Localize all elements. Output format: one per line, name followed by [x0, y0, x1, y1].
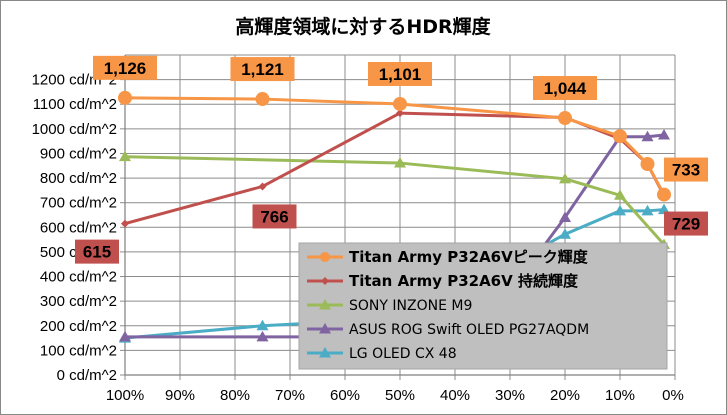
data-point — [118, 90, 132, 105]
x-tick-label: 100% — [106, 387, 144, 404]
data-label-box — [533, 76, 597, 101]
legend-item: Titan Army P32A6V 持続輝度 — [307, 272, 579, 290]
data-label: 1,101 — [379, 65, 422, 84]
data-labels: 1,126 1,121 1,101 1,044 733 615 766 729 — [75, 55, 708, 264]
x-tick-label: 20% — [550, 387, 580, 404]
data-label: 733 — [672, 161, 700, 180]
data-point — [640, 157, 655, 172]
legend-label: ASUS ROG Swift OLED PG27AQDM — [349, 322, 589, 338]
data-point — [396, 109, 404, 118]
series-line — [124, 208, 665, 340]
data-point — [658, 203, 670, 215]
x-tick-label: 30% — [495, 387, 525, 404]
legend-item: Titan Army P32A6Vピーク輝度 — [307, 248, 589, 266]
x-tick-label: 70% — [275, 387, 305, 404]
data-point — [657, 187, 671, 202]
y-tick-label: 800 cd/m^2 — [40, 170, 117, 187]
data-point — [641, 204, 654, 216]
legend-label: Titan Army P32A6V 持続輝度 — [349, 272, 579, 290]
series-0 — [118, 90, 671, 202]
data-label-box — [93, 55, 157, 80]
legend-label: LG OLED CX 48 — [349, 346, 457, 362]
data-point — [558, 111, 572, 126]
data-label: 766 — [260, 207, 288, 226]
series-line — [125, 133, 665, 339]
legend: Titan Army P32A6Vピーク輝度 Titan Army P32A6V … — [298, 242, 668, 370]
x-tick-label: 80% — [220, 387, 250, 404]
data-point — [319, 347, 331, 358]
data-label-box — [368, 61, 432, 86]
axes: 0 cd/m^2 100 cd/m^2 200 cd/m^2 300 cd/m^2 40… — [32, 55, 684, 404]
x-tick-label: 0% — [662, 387, 684, 404]
data-point — [394, 157, 406, 168]
y-tick-label: 100 cd/m^2 — [40, 342, 117, 359]
legend-label: SONY INZONE M9 — [349, 298, 472, 314]
y-tick-label: 400 cd/m^2 — [40, 269, 117, 286]
y-tick-label: 900 cd/m^2 — [40, 145, 117, 162]
legend-item: SONY INZONE M9 — [307, 298, 472, 314]
data-point — [319, 299, 331, 310]
data-label: 615 — [83, 243, 111, 262]
data-label: 1,126 — [104, 59, 147, 78]
data-label-box — [664, 157, 708, 182]
data-point — [119, 330, 131, 342]
data-point — [256, 319, 269, 331]
data-point — [255, 92, 270, 107]
data-label-box — [75, 239, 119, 264]
legend-item: ASUS ROG Swift OLED PG27AQDM — [307, 322, 589, 338]
data-point — [559, 211, 571, 222]
x-tick-label: 60% — [330, 387, 360, 404]
data-point — [256, 330, 269, 342]
x-tick-label: 90% — [165, 387, 195, 404]
data-label: 1,121 — [241, 60, 284, 79]
data-point — [613, 129, 627, 144]
y-tick-label: 200 cd/m^2 — [40, 318, 117, 335]
data-point — [614, 189, 626, 200]
chart-title: 高輝度領域に対するHDR輝度 — [235, 15, 491, 38]
x-tick-label: 40% — [440, 387, 470, 404]
series-4 — [119, 203, 670, 343]
y-tick-label: 0 cd/m^2 — [57, 367, 117, 384]
data-point — [119, 150, 131, 162]
data-point — [320, 252, 330, 262]
data-point — [559, 228, 571, 239]
legend-box — [298, 242, 668, 370]
data-point — [658, 129, 670, 140]
data-label-box — [664, 211, 708, 236]
data-label: 729 — [672, 215, 700, 234]
y-tick-label: 600 cd/m^2 — [40, 219, 117, 236]
data-point — [393, 96, 407, 111]
x-tick-label: 10% — [605, 387, 635, 404]
data-point — [258, 182, 267, 191]
x-tick-label: 50% — [385, 387, 415, 404]
legend-label: Titan Army P32A6Vピーク輝度 — [349, 248, 589, 266]
data-point — [121, 219, 129, 228]
data-point — [319, 323, 331, 334]
data-point — [559, 172, 571, 184]
data-point — [321, 277, 329, 285]
legend-item: LG OLED CX 48 — [307, 346, 457, 362]
y-tick-label: 1100 cd/m^2 — [33, 96, 117, 113]
y-tick-label: 1000 cd/m^2 — [32, 121, 117, 138]
y-tick-label: 700 cd/m^2 — [40, 195, 117, 212]
y-tick-label: 300 cd/m^2 — [40, 293, 117, 310]
data-point — [614, 204, 626, 216]
data-label-box — [230, 57, 295, 82]
data-label-box — [252, 204, 297, 229]
data-point — [641, 130, 654, 142]
data-label: 1,044 — [544, 79, 587, 98]
